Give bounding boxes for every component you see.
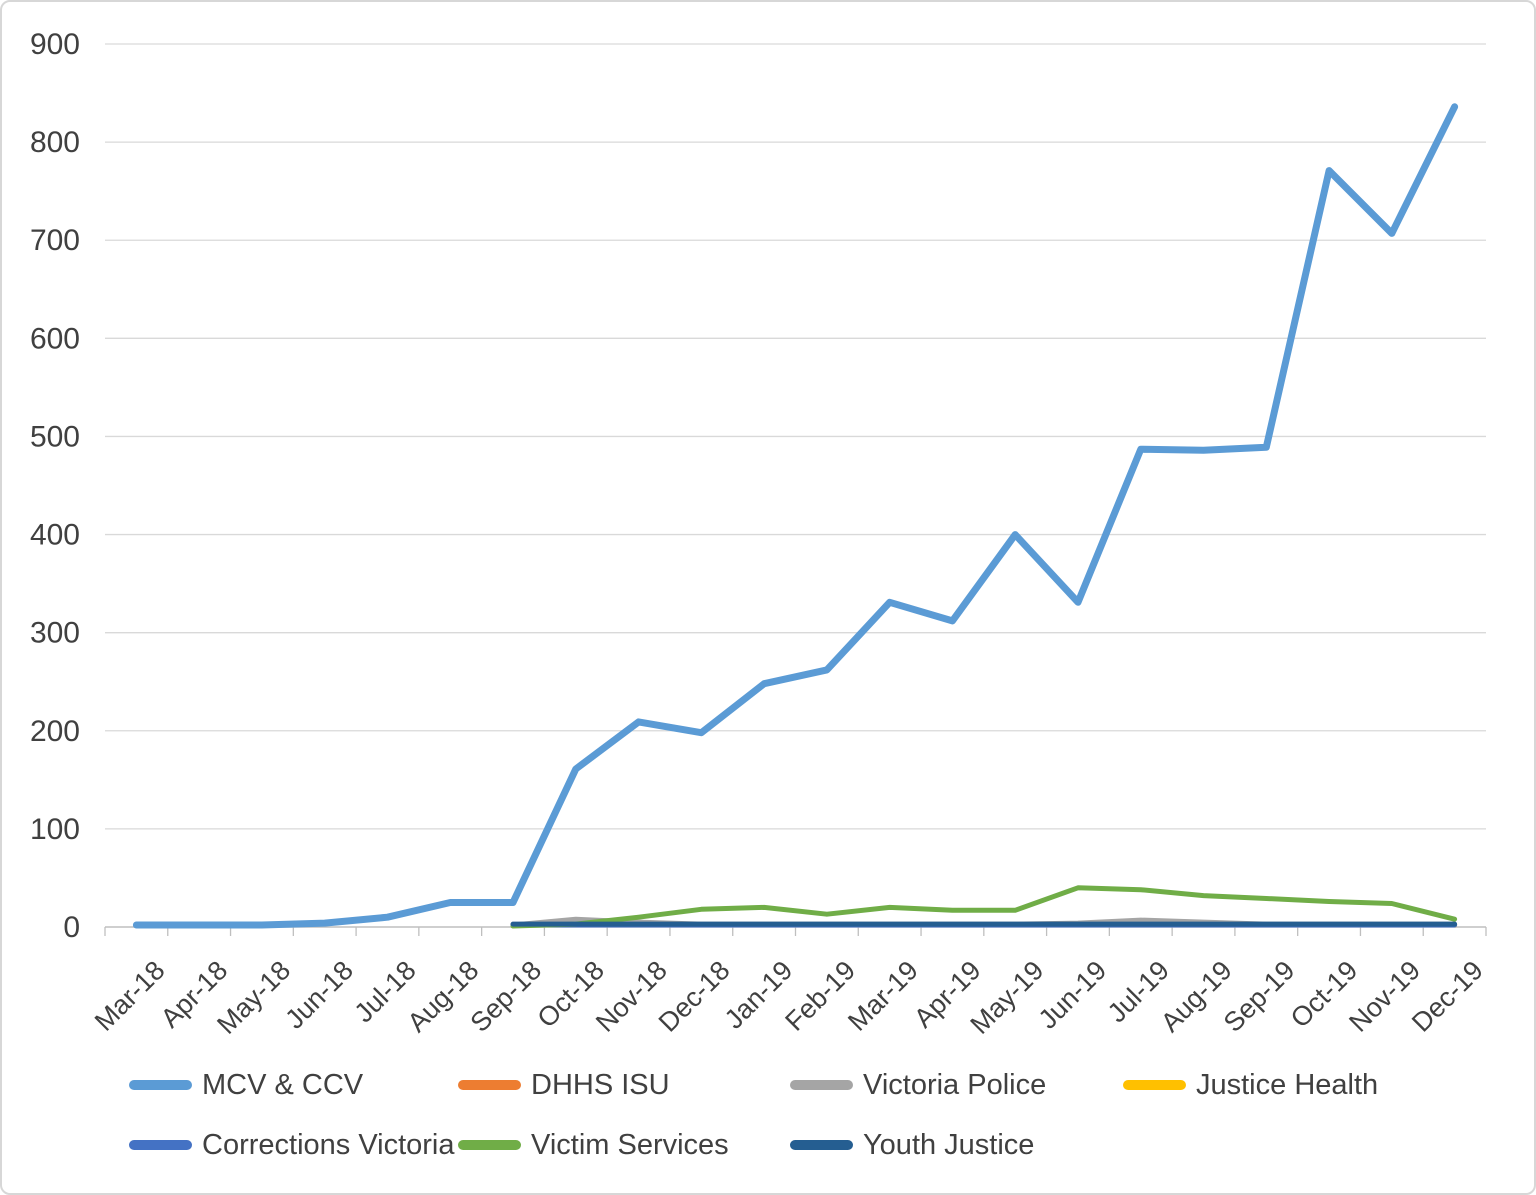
y-axis-label: 0	[63, 911, 80, 944]
x-axis-label: Dec-19	[1406, 955, 1489, 1038]
y-axis-label: 200	[30, 715, 80, 748]
y-axis-label: 900	[30, 28, 80, 61]
y-axis-label: 500	[30, 420, 80, 453]
y-axis-label: 100	[30, 813, 80, 846]
x-axis-label: Feb-19	[779, 955, 861, 1037]
series-line-victim-services	[510, 885, 1458, 929]
x-axis-label: Dec-18	[653, 955, 736, 1038]
x-axis-label: Jun-18	[279, 955, 359, 1035]
series-line-mcv-ccv	[132, 103, 1459, 929]
y-axis-label: 700	[30, 224, 80, 257]
y-axis-label: 400	[30, 519, 80, 552]
y-axis-label: 600	[30, 322, 80, 355]
x-axis-label: Mar-19	[842, 955, 924, 1037]
x-axis-label: Sep-18	[464, 955, 547, 1038]
y-axis-label: 800	[30, 126, 80, 159]
x-axis-label: Sep-19	[1218, 955, 1301, 1038]
x-axis-label: Jun-19	[1033, 955, 1113, 1035]
y-axis-label: 300	[30, 617, 80, 650]
x-axis-label: Mar-18	[89, 955, 171, 1037]
